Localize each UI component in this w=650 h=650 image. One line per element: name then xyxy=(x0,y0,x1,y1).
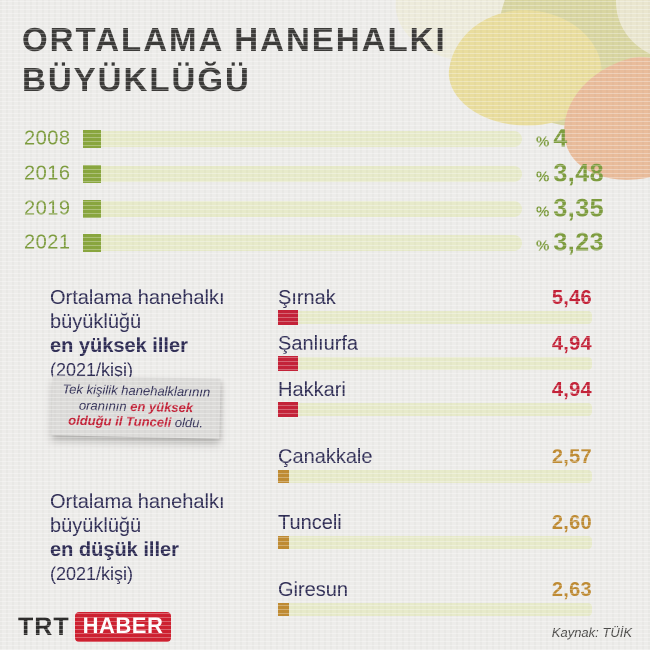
city-bar xyxy=(278,356,592,371)
highest-label-bold: en yüksek iller xyxy=(50,335,188,357)
trend-row-2021: 2021 % 3,23 xyxy=(0,229,650,257)
haber-logo-badge: HABER xyxy=(74,612,172,642)
trend-value: % 3,23 xyxy=(536,229,604,258)
city-name: Şanlıurfa xyxy=(278,333,359,355)
trend-year: 2008 xyxy=(24,127,71,150)
trend-value: % 3,48 xyxy=(536,160,604,189)
note-text-post: oldu. xyxy=(171,414,204,431)
city-bar-track xyxy=(289,603,592,616)
city-bar-marker xyxy=(278,603,289,616)
trt-haber-logo: TRT HABER xyxy=(18,612,172,642)
city-row-giresun: Giresun 2,63 xyxy=(278,580,592,617)
trend-bar-marker xyxy=(83,234,101,252)
trend-bar-marker xyxy=(83,130,101,148)
trend-bar-marker xyxy=(83,200,101,218)
trend-year: 2016 xyxy=(24,162,71,185)
source-credit: Kaynak: TÜİK xyxy=(551,625,632,640)
trend-bar-track xyxy=(101,131,522,147)
lowest-section-label: Ortalama hanehalkı büyüklüğü en düşük il… xyxy=(50,490,225,586)
city-row-header: Giresun 2,63 xyxy=(278,580,592,600)
trend-row-2019: 2019 % 3,35 xyxy=(0,195,650,223)
city-row-header: Şanlıurfa 4,94 xyxy=(278,334,592,354)
city-value: 5,46 xyxy=(551,287,592,309)
trend-year: 2021 xyxy=(24,231,71,254)
city-bar xyxy=(278,402,592,417)
city-bar-track xyxy=(289,470,592,483)
city-bar-track xyxy=(289,536,592,549)
city-row-header: Çanakkale 2,57 xyxy=(278,447,592,467)
city-bar-marker xyxy=(278,470,289,483)
city-value: 2,60 xyxy=(551,512,592,534)
trend-value-number: 3,35 xyxy=(553,194,605,223)
city-name: Çanakkale xyxy=(278,446,373,468)
trend-value-number: 3,48 xyxy=(553,159,605,188)
city-bar xyxy=(278,469,592,484)
city-bar-marker xyxy=(278,536,289,549)
city-bar-marker xyxy=(278,402,298,417)
percent-sign: % xyxy=(536,168,550,186)
percent-sign: % xyxy=(536,133,550,151)
city-row-header: Tunceli 2,60 xyxy=(278,513,592,533)
city-row-hakkari: Hakkari 4,94 xyxy=(278,380,592,417)
trend-bar-track xyxy=(101,166,522,182)
highest-label-unit: (2021/kişi) xyxy=(50,360,134,380)
trend-year: 2019 xyxy=(24,197,71,220)
city-bar-marker xyxy=(278,310,298,325)
trend-value: % 3,35 xyxy=(536,195,604,224)
city-bar-marker xyxy=(278,356,298,371)
highest-section-label: Ortalama hanehalkı büyüklüğü en yüksek i… xyxy=(50,286,225,382)
city-bar-track xyxy=(298,357,592,370)
lowest-label-line2: büyüklüğü xyxy=(50,515,142,537)
trt-logo-text: TRT xyxy=(18,612,70,641)
highest-label-line2: büyüklüğü xyxy=(50,311,142,333)
city-bar xyxy=(278,535,592,550)
trend-value-number: 4 xyxy=(553,124,568,153)
city-value: 4,94 xyxy=(551,379,592,401)
trend-bar-track xyxy=(101,201,522,217)
trend-bar-marker xyxy=(83,165,101,183)
lowest-label-bold: en düşük iller xyxy=(50,539,179,561)
city-bar xyxy=(278,310,592,325)
city-bar-track xyxy=(298,403,592,416)
trend-bar-track xyxy=(101,235,522,251)
city-row-header: Şırnak 5,46 xyxy=(278,288,592,308)
city-bar-track xyxy=(298,311,592,324)
tunceli-note: Tek kişilik hanehalklarının oranının en … xyxy=(51,375,221,439)
highest-label-line1: Ortalama hanehalkı xyxy=(50,287,225,309)
lowest-label-line1: Ortalama hanehalkı xyxy=(50,491,225,513)
city-value: 4,94 xyxy=(551,333,592,355)
trend-value: % 4 xyxy=(536,125,568,154)
city-name: Giresun xyxy=(278,579,349,601)
city-name: Hakkari xyxy=(278,379,346,401)
lowest-label-unit: (2021/kişi) xyxy=(50,564,134,584)
percent-sign: % xyxy=(536,203,550,221)
trend-row-2008: 2008 % 4 xyxy=(0,125,650,153)
city-name: Şırnak xyxy=(278,287,336,309)
trend-value-number: 3,23 xyxy=(553,228,605,257)
city-bar xyxy=(278,602,592,617)
city-row-sanliurfa: Şanlıurfa 4,94 xyxy=(278,334,592,371)
city-value: 2,57 xyxy=(551,446,592,468)
page-title: ORTALAMA HANEHALKI BÜYÜKLÜĞÜ xyxy=(22,20,447,100)
percent-sign: % xyxy=(536,237,550,255)
city-row-sirnak: Şırnak 5,46 xyxy=(278,288,592,325)
city-value: 2,63 xyxy=(551,579,592,601)
city-row-canakkale: Çanakkale 2,57 xyxy=(278,447,592,484)
trend-row-2016: 2016 % 3,48 xyxy=(0,160,650,188)
city-row-tunceli: Tunceli 2,60 xyxy=(278,513,592,550)
page-title-line1: ORTALAMA HANEHALKI xyxy=(22,21,447,58)
city-row-header: Hakkari 4,94 xyxy=(278,380,592,400)
page-title-line2: BÜYÜKLÜĞÜ xyxy=(22,61,251,98)
city-name: Tunceli xyxy=(278,512,342,534)
